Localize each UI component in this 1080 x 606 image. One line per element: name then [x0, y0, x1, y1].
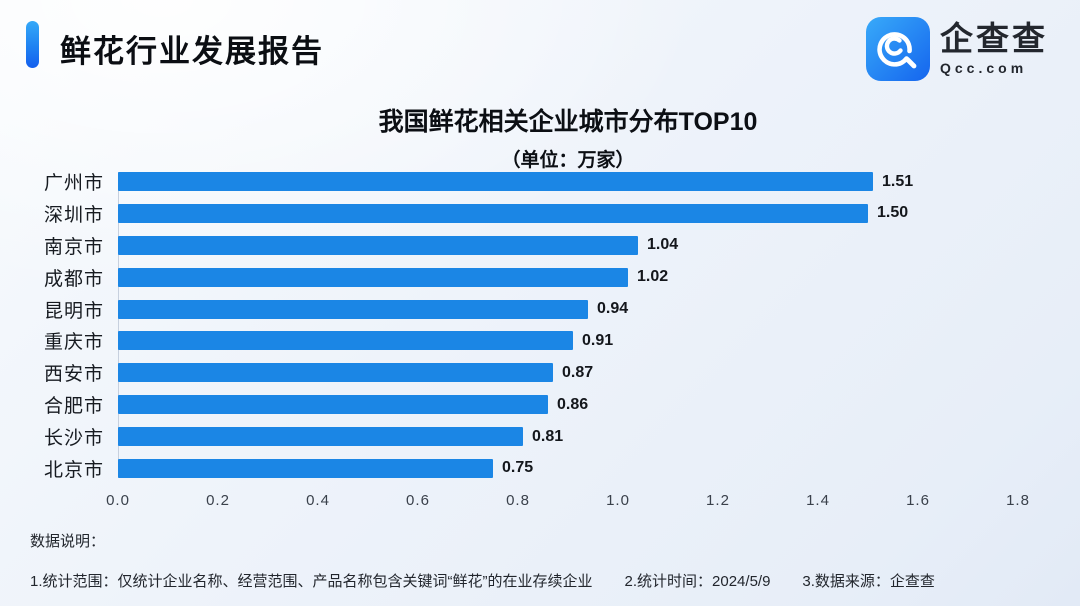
- bar-track: 1.04: [118, 235, 1018, 255]
- footer-note: 3.数据来源：企查查: [802, 573, 935, 590]
- x-tick-label: 1.2: [706, 492, 730, 509]
- value-label: 1.02: [637, 268, 669, 286]
- category-label: 南京市: [43, 236, 104, 258]
- value-label: 0.81: [532, 427, 564, 445]
- x-tick-label: 0.0: [106, 492, 130, 509]
- category-label: 成都市: [43, 268, 104, 290]
- x-tick-label: 0.8: [506, 492, 530, 509]
- bar: [118, 331, 573, 351]
- bar-row: 合肥市 0.86: [0, 395, 1018, 417]
- value-label: 0.91: [582, 331, 614, 349]
- bar-row: 北京市 0.75: [0, 458, 1018, 481]
- x-tick-label: 1.4: [806, 492, 830, 509]
- bar-row: 西安市 0.87: [0, 363, 1018, 385]
- title-accent-bar: [26, 21, 39, 68]
- category-label: 合肥市: [43, 396, 104, 418]
- category-label: 重庆市: [43, 332, 104, 354]
- footer-heading: 数据说明：: [30, 533, 106, 550]
- category-label: 北京市: [43, 459, 104, 481]
- bar-track: 0.94: [118, 299, 1018, 319]
- bar-track: 0.75: [118, 458, 1018, 478]
- category-label: 深圳市: [43, 204, 104, 226]
- bar: [118, 458, 493, 478]
- value-label: 1.04: [647, 236, 679, 254]
- bar: [118, 299, 588, 319]
- logo-text: 企查查 Qcc.com: [940, 19, 1048, 77]
- value-label: 1.50: [877, 204, 909, 222]
- footer-note: 2.统计时间：2024/5/9: [624, 573, 771, 590]
- value-label: 1.51: [882, 172, 914, 190]
- bar-track: 1.51: [118, 172, 1018, 191]
- bar-track: 0.91: [118, 331, 1018, 351]
- bar: [118, 363, 553, 383]
- category-label: 昆明市: [43, 300, 104, 322]
- bar: [118, 267, 628, 287]
- x-tick-label: 0.6: [406, 492, 430, 509]
- bar-row: 长沙市 0.81: [0, 427, 1018, 449]
- footer-notes: 1.统计范围：仅统计企业名称、经营范围、产品名称包含关键词“鲜花”的在业存续企业…: [30, 570, 1050, 591]
- bar: [118, 235, 638, 255]
- footer: 数据说明： 1.统计范围：仅统计企业名称、经营范围、产品名称包含关键词“鲜花”的…: [30, 530, 1050, 591]
- value-label: 0.75: [502, 459, 534, 477]
- bar: [118, 172, 873, 191]
- chart-subtitle: （单位：万家）: [501, 150, 635, 171]
- bar-row: 重庆市 0.91: [0, 331, 1018, 353]
- bar-track: 0.81: [118, 427, 1018, 446]
- chart-header: 我国鲜花相关企业城市分布TOP10 （单位：万家）: [118, 102, 1018, 172]
- bar: [118, 203, 868, 223]
- x-tick-label: 0.4: [306, 492, 330, 509]
- y-axis-line: [118, 172, 119, 478]
- category-label: 广州市: [43, 173, 104, 194]
- report-title: 鲜花行业发展报告: [60, 34, 324, 69]
- bar: [118, 395, 548, 415]
- x-axis: 0.0 0.2 0.4 0.6 0.8 1.0 1.2 1.4 1.6 1.8: [106, 492, 1029, 512]
- bar-row: 深圳市 1.50: [0, 203, 1018, 226]
- x-tick-label: 0.2: [206, 492, 230, 509]
- bar-track: 0.86: [118, 395, 1018, 415]
- header: 鲜花行业发展报告 企查查 Qcc.com: [0, 0, 1080, 96]
- bar-row: 成都市 1.02: [0, 267, 1018, 290]
- bar-track: 1.50: [118, 203, 1018, 223]
- value-label: 0.87: [562, 363, 594, 381]
- value-label: 0.86: [557, 395, 589, 413]
- bar-track: 0.87: [118, 363, 1018, 383]
- bar: [118, 427, 523, 446]
- value-label: 0.94: [597, 300, 629, 317]
- bar-row: 昆明市 0.94: [0, 299, 1018, 322]
- category-label: 长沙市: [43, 428, 104, 449]
- qcc-logo: 企查查 Qcc.com: [866, 17, 1048, 81]
- logo-name: 企查查: [940, 19, 1048, 57]
- x-tick-label: 1.6: [906, 492, 930, 509]
- x-tick-label: 1.8: [1006, 492, 1030, 509]
- x-tick-label: 1.0: [606, 492, 630, 509]
- bar-row: 南京市 1.04: [0, 235, 1018, 258]
- logo-domain: Qcc.com: [940, 60, 1028, 77]
- footer-note: 1.统计范围：仅统计企业名称、经营范围、产品名称包含关键词“鲜花”的在业存续企业: [30, 573, 593, 590]
- qcc-magnifier-icon: [866, 17, 930, 81]
- bar-row: 广州市 1.51: [0, 172, 1018, 194]
- chart-title: 我国鲜花相关企业城市分布TOP10: [378, 108, 758, 136]
- category-label: 西安市: [43, 364, 104, 386]
- bar-track: 1.02: [118, 267, 1018, 287]
- bar-rows: 广州市 1.51 深圳市 1.50 南京市 1.04 成都市 1.02 昆明市 0.94 重庆市 0.…: [0, 172, 1018, 481]
